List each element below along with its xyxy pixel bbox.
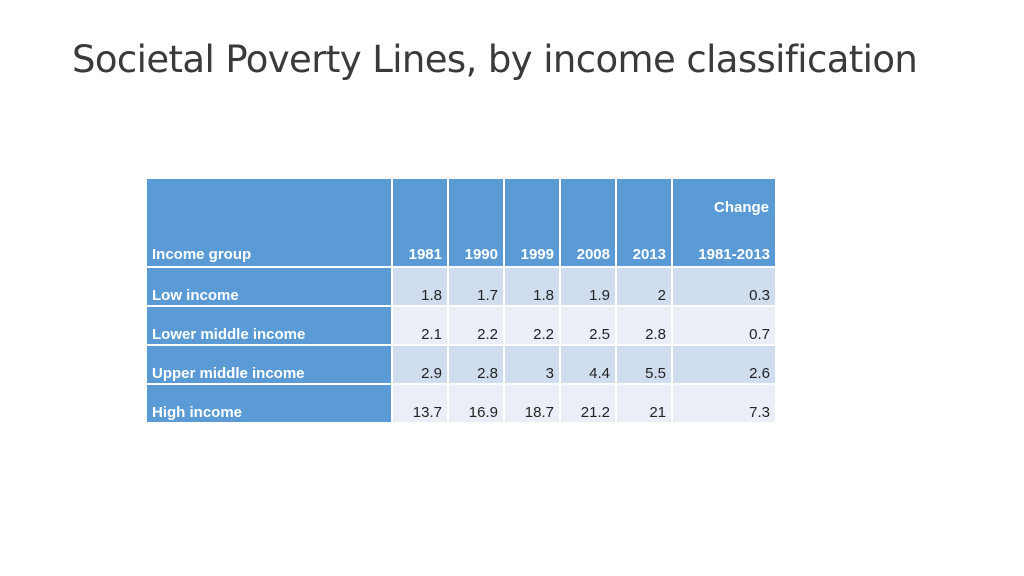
table-cell: 16.9 [449, 385, 503, 422]
header-year-2013: 2013 [617, 179, 671, 266]
table-cell: 21.2 [561, 385, 615, 422]
change-cell: 2.6 [673, 346, 775, 383]
table-row-low-income: Low income 1.8 1.7 1.8 1.9 2 0.3 [147, 268, 775, 305]
table-cell: 1.8 [505, 268, 559, 305]
table-cell: 1.9 [561, 268, 615, 305]
table-cell: 3 [505, 346, 559, 383]
table-cell: 2.9 [393, 346, 447, 383]
table-cell: 13.7 [393, 385, 447, 422]
header-change-range: 1981-2013 [698, 246, 770, 263]
table-cell: 2 [617, 268, 671, 305]
header-income-group: Income group [147, 179, 391, 266]
poverty-lines-table: Income group 1981 1990 1999 2008 2013 Ch… [145, 177, 777, 424]
table-cell: 2.8 [617, 307, 671, 344]
row-label: Upper middle income [147, 346, 391, 383]
table-cell: 1.8 [393, 268, 447, 305]
header-year-1999: 1999 [505, 179, 559, 266]
table-row-high-income: High income 13.7 16.9 18.7 21.2 21 7.3 [147, 385, 775, 422]
header-change-label: Change [713, 199, 769, 216]
table-cell: 21 [617, 385, 671, 422]
poverty-lines-table-container: Income group 1981 1990 1999 2008 2013 Ch… [147, 179, 796, 422]
table-cell: 2.2 [449, 307, 503, 344]
table-row-lower-middle-income: Lower middle income 2.1 2.2 2.2 2.5 2.8 … [147, 307, 775, 344]
table-cell: 2.5 [561, 307, 615, 344]
table-cell: 4.4 [561, 346, 615, 383]
header-year-2008: 2008 [561, 179, 615, 266]
slide-title: Societal Poverty Lines, by income classi… [72, 38, 918, 81]
change-cell: 0.3 [673, 268, 775, 305]
table-cell: 2.1 [393, 307, 447, 344]
header-year-1990: 1990 [449, 179, 503, 266]
table-row-upper-middle-income: Upper middle income 2.9 2.8 3 4.4 5.5 2.… [147, 346, 775, 383]
header-year-1981: 1981 [393, 179, 447, 266]
table-cell: 2.8 [449, 346, 503, 383]
table-cell: 18.7 [505, 385, 559, 422]
table-cell: 1.7 [449, 268, 503, 305]
table-header-row: Income group 1981 1990 1999 2008 2013 Ch… [147, 179, 775, 266]
table-cell: 2.2 [505, 307, 559, 344]
change-cell: 0.7 [673, 307, 775, 344]
change-cell: 7.3 [673, 385, 775, 422]
row-label: Lower middle income [147, 307, 391, 344]
row-label: High income [147, 385, 391, 422]
table-cell: 5.5 [617, 346, 671, 383]
row-label: Low income [147, 268, 391, 305]
header-change: Change 1981-2013 [673, 179, 775, 266]
